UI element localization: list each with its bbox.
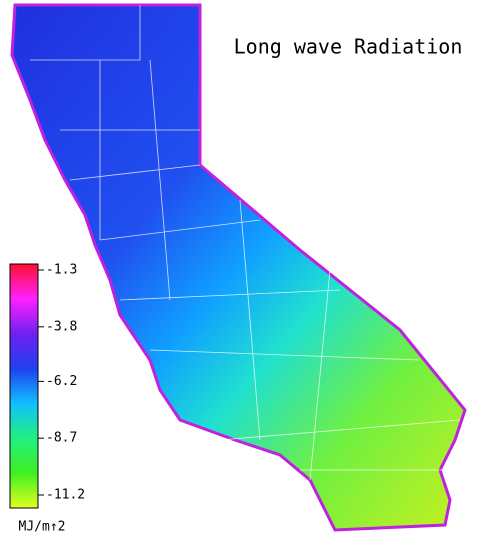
colorbar-tick-label: -8.7: [46, 431, 77, 446]
colorbar-tick-label: -11.2: [46, 488, 85, 503]
county-lines: [30, 5, 461, 481]
colorbar-tick-label: -1.3: [46, 263, 77, 278]
colorbar-tick-label: -3.8: [46, 319, 77, 334]
colorbar: -1.3 -3.8 -6.2 -8.7 -11.2 MJ/m↑2: [9, 263, 85, 535]
colorbar-unit: MJ/m↑2: [19, 520, 66, 535]
state-outline: [10, 3, 467, 532]
colorbar-scale: [9, 263, 39, 509]
colorbar-tick-label: -6.2: [46, 374, 77, 389]
map-title: Long wave Radiation: [234, 35, 463, 59]
